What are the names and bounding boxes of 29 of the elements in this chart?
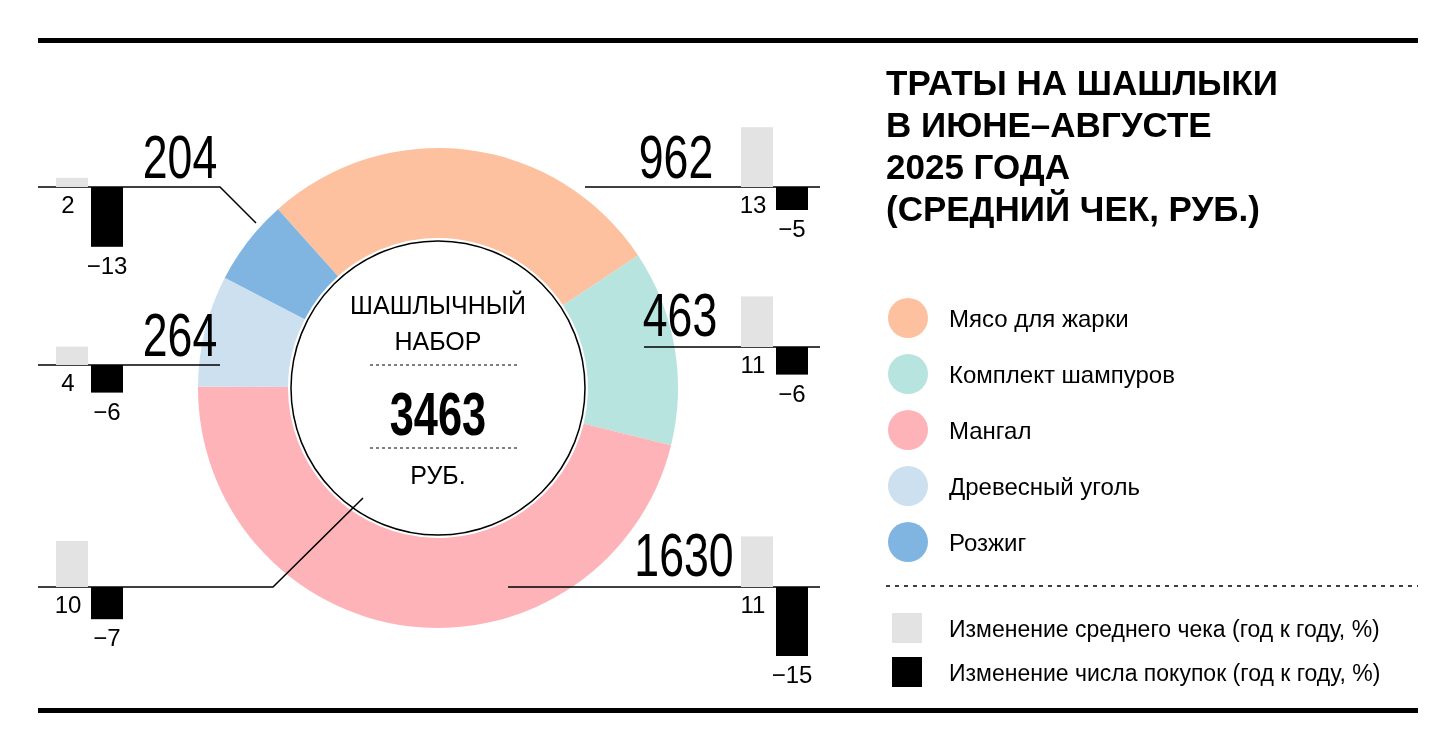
legend-label: Изменение среднего чека (год к году, %) — [949, 616, 1380, 642]
data-label: −15 — [771, 661, 813, 688]
legend-label: Древесный уголь — [949, 473, 1140, 500]
data-label: 2 — [61, 191, 75, 218]
data-label: 11 — [740, 351, 766, 378]
data-label: 4 — [61, 369, 75, 396]
text: 3463 — [389, 379, 487, 448]
legend-label: Мясо для жарки — [949, 305, 1129, 332]
data-label: −7 — [93, 624, 121, 652]
donut-slice — [224, 209, 338, 320]
data-label: 463 — [642, 279, 718, 349]
data-label: −13 — [86, 251, 128, 279]
text: ШАШЛЫЧНЫЙ НАБОР — [350, 290, 526, 355]
data-label: −6 — [778, 379, 806, 407]
data-label: 264 — [142, 299, 218, 369]
legend-label: Комплект шампуров — [949, 361, 1175, 388]
data-label: 11 — [740, 591, 766, 618]
data-label: −6 — [93, 397, 121, 425]
legend-label: Розжиг — [949, 529, 1027, 556]
legend-label: Изменение числа покупок (год к году, %) — [949, 660, 1381, 686]
data-label: 13 — [739, 191, 767, 218]
data-label: −5 — [778, 215, 806, 242]
data-label: 962 — [638, 121, 714, 191]
legend-label: Мангал — [949, 417, 1032, 444]
data-label: 204 — [142, 121, 218, 191]
data-label: 1630 — [634, 519, 734, 589]
chart-title: ТРАТЫ НА ШАШЛЫКИ В ИЮНЕ–АВГУСТЕ 2025 ГОДА (СРЕДНИЙ ЧЕК, РУБ.) — [886, 63, 1278, 228]
data-label: 10 — [54, 591, 82, 618]
text: РУБ. — [410, 461, 466, 489]
